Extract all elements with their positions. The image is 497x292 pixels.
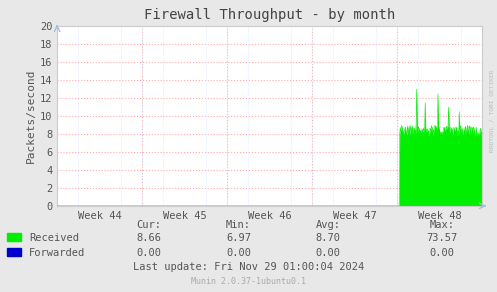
Text: Min:: Min: xyxy=(226,220,251,230)
Text: Cur:: Cur: xyxy=(137,220,162,230)
Text: 73.57: 73.57 xyxy=(427,233,458,243)
Text: Max:: Max: xyxy=(430,220,455,230)
Text: 0.00: 0.00 xyxy=(316,248,340,258)
Text: 6.97: 6.97 xyxy=(226,233,251,243)
Text: Avg:: Avg: xyxy=(316,220,340,230)
Text: 8.70: 8.70 xyxy=(316,233,340,243)
Text: RRDTOOL / TOBI OETIKER: RRDTOOL / TOBI OETIKER xyxy=(490,70,495,152)
Text: 0.00: 0.00 xyxy=(430,248,455,258)
Y-axis label: Packets/second: Packets/second xyxy=(26,69,36,163)
Text: Received: Received xyxy=(29,233,79,243)
Text: 8.66: 8.66 xyxy=(137,233,162,243)
Title: Firewall Throughput - by month: Firewall Throughput - by month xyxy=(144,8,395,22)
Text: 0.00: 0.00 xyxy=(226,248,251,258)
Text: 0.00: 0.00 xyxy=(137,248,162,258)
Text: Forwarded: Forwarded xyxy=(29,248,85,258)
Text: Last update: Fri Nov 29 01:00:04 2024: Last update: Fri Nov 29 01:00:04 2024 xyxy=(133,262,364,272)
Text: Munin 2.0.37-1ubuntu0.1: Munin 2.0.37-1ubuntu0.1 xyxy=(191,277,306,286)
